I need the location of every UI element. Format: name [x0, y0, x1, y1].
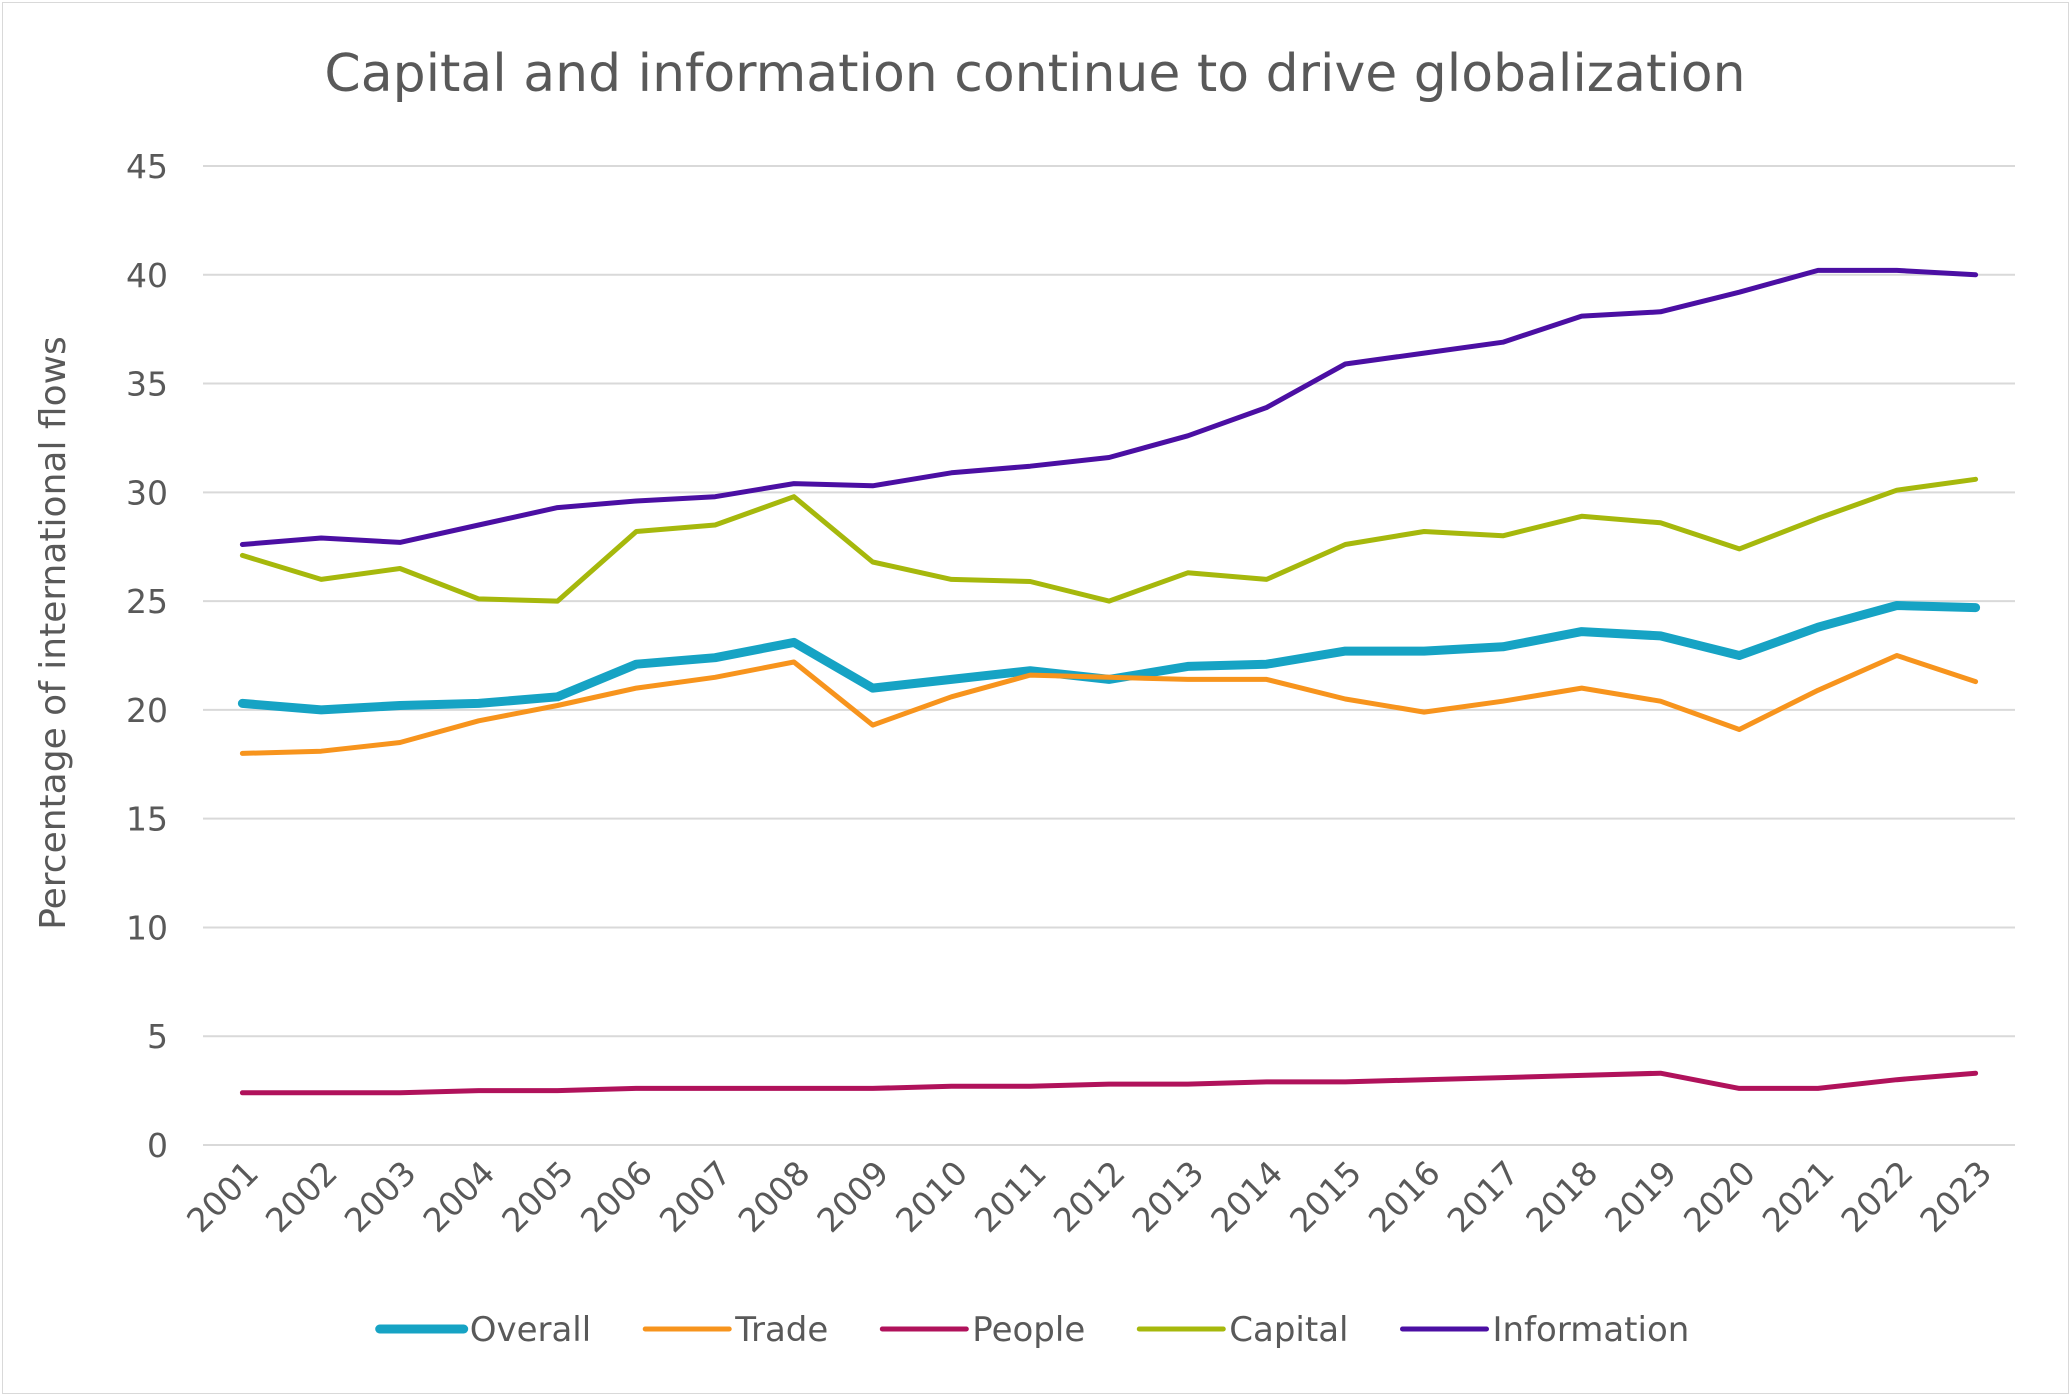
y-tick-label: 5: [147, 1017, 168, 1056]
x-tick-label: 2011: [967, 1153, 1054, 1240]
x-tick-label: 2013: [1124, 1153, 1211, 1240]
x-tick-label: 2001: [179, 1153, 266, 1240]
x-tick-label: 2018: [1518, 1153, 1605, 1240]
chart-title: Capital and information continue to driv…: [324, 44, 1745, 104]
series-line-people: [239, 1070, 1979, 1096]
x-tick-label: 2007: [652, 1153, 739, 1240]
series-line-capital: [239, 476, 1979, 604]
legend: Overall Trade People Capital Information: [375, 1310, 1689, 1350]
x-tick-label: 2017: [1440, 1153, 1527, 1240]
x-tick-label: 2019: [1597, 1153, 1684, 1240]
y-tick-label: 25: [126, 582, 168, 621]
y-tick-label: 35: [126, 365, 168, 404]
line-chart: Capital and information continue to driv…: [33, 44, 2015, 1350]
x-tick-label: 2010: [888, 1153, 975, 1240]
x-tick-label: 2008: [731, 1153, 818, 1240]
legend-label: Information: [1492, 1310, 1689, 1350]
x-tick-label: 2006: [573, 1153, 660, 1240]
x-tick-label: 2012: [1046, 1153, 1133, 1240]
series-line-overall: [237, 601, 1981, 715]
x-tick-label: 2016: [1361, 1153, 1448, 1240]
y-axis-label: Percentage of international flows: [33, 336, 74, 930]
x-tick-label: 2023: [1912, 1153, 1999, 1240]
x-tick-label: 2003: [337, 1153, 424, 1240]
y-tick-label: 20: [126, 691, 168, 730]
y-tick-label: 0: [147, 1126, 168, 1165]
series-lines: [237, 267, 1981, 1096]
y-tick-label: 45: [126, 147, 168, 186]
y-tick-label: 15: [126, 800, 168, 839]
y-tick-label: 40: [126, 256, 168, 295]
x-tick-label: 2005: [494, 1153, 581, 1240]
y-tick-label: 30: [126, 473, 168, 512]
series-line-trade: [239, 653, 1979, 756]
x-tick-label: 2022: [1834, 1153, 1921, 1240]
x-tick-label: 2002: [258, 1153, 345, 1240]
x-tick-label: 2020: [1676, 1153, 1763, 1240]
x-tick-label: 2014: [1203, 1153, 1290, 1240]
legend-label: People: [972, 1310, 1085, 1350]
y-tick-label: 10: [126, 908, 168, 947]
x-tick-label: 2009: [809, 1153, 896, 1240]
legend-label: Capital: [1229, 1310, 1348, 1350]
x-tick-label: 2021: [1755, 1153, 1842, 1240]
series-line-information: [239, 267, 1979, 547]
x-tick-labels: 2001200220032004200520062007200820092010…: [179, 1153, 1999, 1240]
legend-label: Trade: [734, 1310, 828, 1350]
y-tick-labels: 0 5 10 15 20 25 30 35 40 45: [126, 147, 168, 1165]
x-tick-label: 2015: [1282, 1153, 1369, 1240]
x-tick-label: 2004: [415, 1153, 502, 1240]
legend-label: Overall: [470, 1310, 592, 1350]
